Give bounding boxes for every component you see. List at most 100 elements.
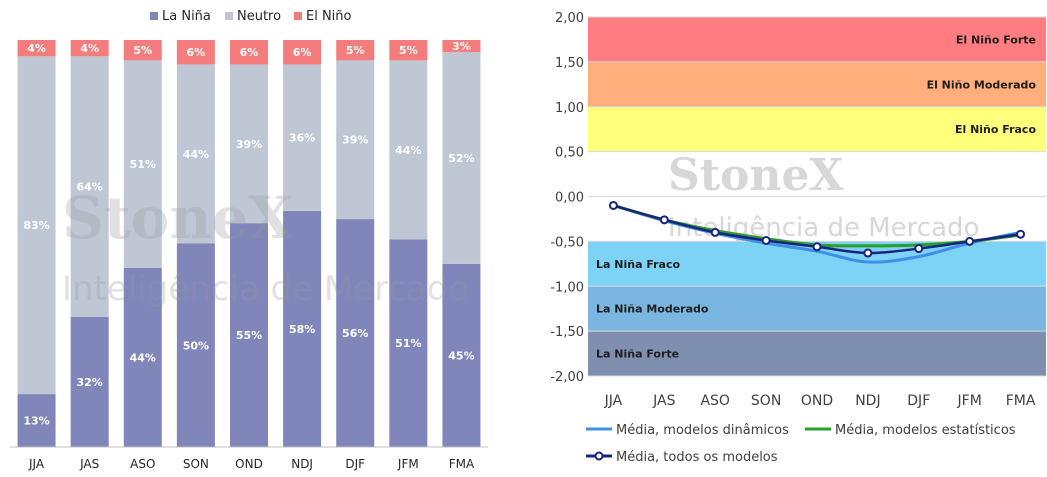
data-label: 44%	[183, 148, 209, 161]
y-tick-label: 0,00	[555, 191, 584, 206]
x-tick-label: JFM	[957, 393, 982, 409]
y-tick-label: -1,50	[550, 325, 584, 340]
bar-segment	[17, 40, 56, 57]
bar-segment	[70, 56, 109, 317]
enso-band	[588, 61, 1046, 107]
band-label: La Niña Fraco	[596, 258, 681, 271]
x-tick-label: DJF	[907, 393, 930, 409]
data-label: 39%	[342, 134, 368, 147]
y-tick-label: -0,50	[550, 235, 584, 250]
x-tick-label: JAS	[652, 393, 675, 409]
bar-segment	[17, 394, 56, 447]
data-label: 55%	[236, 329, 262, 342]
band-label: La Niña Moderado	[596, 303, 709, 316]
x-tick-label: JJA	[28, 457, 45, 471]
data-label: 6%	[240, 46, 259, 59]
data-label: 51%	[130, 158, 156, 171]
y-tick-label: 0,50	[555, 146, 584, 161]
y-tick-label: -2,00	[550, 370, 584, 385]
x-tick-label: ASO	[130, 457, 155, 471]
data-label: 64%	[76, 181, 102, 194]
x-tick-label: JAS	[79, 457, 99, 471]
series-marker	[914, 244, 924, 254]
series-marker	[710, 227, 720, 237]
bar-segment	[70, 316, 109, 447]
series-marker	[965, 236, 975, 246]
series-marker	[659, 215, 669, 225]
data-label: 44%	[395, 144, 421, 157]
watermark-subtitle: Inteligência de Mercado	[668, 213, 979, 243]
legend-label: Média, modelos dinâmicos	[616, 423, 789, 438]
data-label: 52%	[448, 152, 474, 165]
data-label: 13%	[23, 415, 49, 428]
bar-segment	[230, 223, 268, 447]
enso-band	[588, 106, 1046, 152]
watermark-logo: StoneX	[62, 184, 293, 252]
band-label: El Niño Moderado	[927, 78, 1037, 91]
x-tick-label: JJA	[604, 393, 623, 409]
bar-segment	[123, 40, 162, 61]
bar-segment	[176, 243, 215, 447]
bar-segment	[176, 64, 215, 244]
x-tick-label: OND	[801, 393, 833, 409]
x-tick-label: NDJ	[855, 393, 880, 409]
data-label: 5%	[346, 44, 365, 57]
bar-segment	[442, 263, 481, 447]
bar-segment	[336, 60, 375, 220]
stacked-bar-chart: La Niña Neutro El Niño 13% 83% 4% JJA 32% 64% 4% J…	[10, 9, 488, 471]
watermark-subtitle: Inteligência de Mercado	[62, 269, 469, 309]
bar-segment	[336, 40, 375, 61]
x-tick-label: NDJ	[291, 457, 313, 471]
enso-band	[588, 286, 1046, 332]
x-tick-label: JFM	[397, 457, 419, 471]
x-tick-label: OND	[235, 457, 263, 471]
bar-segment	[70, 40, 109, 57]
x-tick-label: ASO	[700, 393, 729, 409]
series-marker	[863, 248, 873, 258]
y-tick-label: -1,00	[550, 280, 584, 295]
x-tick-label: SON	[751, 393, 781, 409]
enso-line-chart: 2,00 1,50 1,00 0,50 0,00 -0,50 -1,00 -1,50 -2,00…	[550, 11, 1046, 465]
y-tick-label: 1,00	[555, 101, 584, 116]
series-marker	[608, 200, 618, 210]
data-label: 44%	[130, 351, 156, 364]
data-label: 36%	[289, 132, 315, 145]
legend-swatch	[294, 12, 302, 20]
band-label: La Niña Forte	[596, 348, 679, 361]
data-label: 58%	[289, 323, 315, 336]
watermark-logo: StoneX	[668, 150, 844, 201]
data-label: 3%	[452, 40, 471, 53]
data-label: 45%	[448, 349, 474, 362]
bar-segment	[176, 40, 215, 65]
data-label: 51%	[395, 337, 421, 350]
series-marker	[1016, 229, 1026, 239]
bar-segment	[389, 239, 428, 447]
band-label: El Niño Fraco	[955, 123, 1036, 136]
bar-segment	[230, 40, 268, 65]
legend-swatch	[225, 12, 233, 20]
data-label: 5%	[133, 44, 152, 57]
enso-band	[588, 331, 1046, 376]
bar-segment	[389, 40, 428, 61]
legend-label: La Niña	[162, 9, 211, 24]
legend-swatch	[150, 12, 158, 20]
data-label: 4%	[80, 42, 99, 55]
data-label: 56%	[342, 327, 368, 340]
data-label: 50%	[183, 339, 209, 352]
x-tick-label: DJF	[345, 457, 365, 471]
x-tick-label: FMA	[449, 457, 475, 471]
enso-band	[588, 17, 1046, 62]
bar-segment	[442, 52, 481, 264]
bar-segment	[230, 64, 268, 224]
bar-segment	[442, 40, 481, 53]
data-label: 5%	[399, 44, 418, 57]
legend-marker	[594, 451, 604, 461]
legend-label: Neutro	[237, 9, 281, 24]
bar-segment	[283, 64, 322, 211]
bar-segment	[336, 219, 375, 447]
bar-segment	[123, 60, 162, 268]
legend-label: Média, todos os modelos	[616, 450, 778, 465]
data-label: 83%	[23, 219, 49, 232]
bar-segment	[283, 210, 322, 447]
data-label: 39%	[236, 138, 262, 151]
